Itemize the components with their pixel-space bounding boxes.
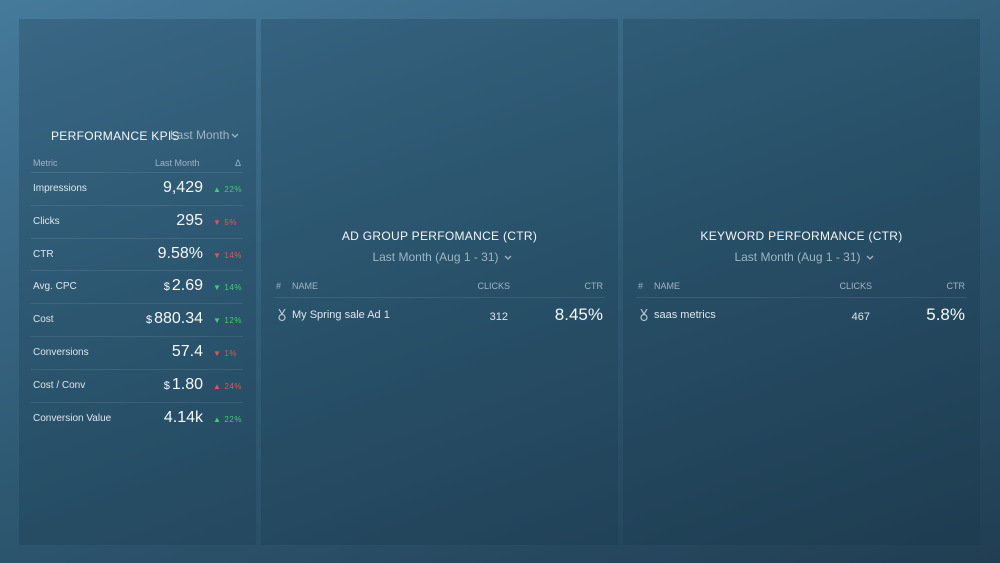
metric-value: 9,429 bbox=[163, 179, 203, 197]
column-header: Metric bbox=[33, 158, 58, 168]
metric-value: $2.69 bbox=[164, 277, 203, 295]
row-clicks: 312 bbox=[489, 311, 508, 323]
delta-arrow: ▼ bbox=[213, 217, 222, 227]
column-header: NAME bbox=[654, 281, 681, 291]
row-ctr: 8.45% bbox=[554, 305, 603, 324]
row-separator bbox=[31, 336, 243, 337]
delta-arrow: ▼ bbox=[213, 283, 222, 293]
medal-icon bbox=[278, 309, 286, 322]
column-header: # bbox=[638, 281, 644, 291]
chevron bbox=[504, 255, 511, 260]
delta: ▲ 22% bbox=[213, 185, 242, 194]
metric-name: Conversion Value bbox=[33, 412, 112, 424]
value: 4.14k bbox=[163, 408, 203, 426]
column-header: # bbox=[276, 281, 282, 291]
row-separator bbox=[31, 172, 243, 173]
currency: $ bbox=[163, 379, 170, 392]
currency: $ bbox=[163, 281, 170, 294]
chevron bbox=[231, 133, 239, 138]
value: 2.69 bbox=[171, 277, 203, 295]
metric-value: 4.14k bbox=[164, 409, 203, 427]
period-selector[interactable]: Last Month bbox=[170, 128, 230, 142]
metric-name: CTR bbox=[33, 248, 54, 260]
column-header: Δ bbox=[235, 158, 242, 168]
row-separator bbox=[31, 204, 243, 206]
delta-arrow: ▼ bbox=[213, 349, 222, 358]
row-separator bbox=[31, 368, 243, 370]
delta: ▼ 5% bbox=[213, 218, 237, 227]
column-header: CTR bbox=[946, 281, 966, 291]
delta: ▼ 12% bbox=[213, 316, 242, 325]
header-separator bbox=[636, 297, 967, 298]
delta-arrow: ▼ bbox=[213, 316, 222, 326]
metric-name: Clicks bbox=[33, 215, 60, 227]
value: 295 bbox=[176, 211, 203, 229]
delta: ▼ 1% bbox=[213, 349, 237, 358]
delta-value: 14% bbox=[224, 283, 242, 293]
medal-icon bbox=[640, 309, 648, 322]
kpi-panel: PERFORMANCE KPIS Last Month Metric Last Mon… bbox=[19, 19, 256, 545]
value: 9,429 bbox=[162, 179, 203, 196]
delta: ▼ 14% bbox=[213, 251, 242, 260]
column-header: CTR bbox=[584, 281, 604, 291]
delta-arrow: ▲ bbox=[213, 414, 222, 424]
panel-title: KEYWORD PERFORMANCE (CTR) bbox=[700, 229, 903, 243]
delta: ▲ 24% bbox=[213, 382, 242, 391]
value: 57.4 bbox=[171, 343, 203, 360]
column-header: CLICKS bbox=[839, 281, 872, 291]
period-selector[interactable]: Last Month (Aug 1 - 31) bbox=[734, 250, 861, 264]
value: 1.80 bbox=[171, 375, 203, 393]
metric-name: Impressions bbox=[33, 183, 87, 194]
header-separator bbox=[274, 297, 605, 298]
metric-name: Conversions bbox=[33, 347, 89, 358]
delta: ▼ 14% bbox=[213, 283, 242, 292]
row-separator bbox=[31, 401, 243, 403]
row-separator bbox=[31, 303, 243, 305]
metric-value: 57.4 bbox=[172, 343, 203, 361]
row-separator bbox=[31, 270, 243, 272]
metric-value: 295 bbox=[176, 212, 203, 230]
column-header: CLICKS bbox=[477, 281, 510, 291]
column-header: Last Month bbox=[155, 158, 200, 168]
metric-value: 9.58% bbox=[158, 245, 203, 263]
row-name: My Spring sale Ad 1 bbox=[292, 309, 390, 321]
metric-value: $1.80 bbox=[164, 376, 203, 394]
delta-value: 14% bbox=[224, 250, 242, 260]
metric-name: Avg. CPC bbox=[33, 281, 77, 293]
delta-value: 1% bbox=[224, 349, 237, 358]
delta-value: 22% bbox=[224, 414, 242, 424]
column-header: NAME bbox=[292, 281, 319, 291]
delta-value: 22% bbox=[224, 185, 242, 194]
delta-value: 24% bbox=[224, 381, 242, 391]
value: 880.34 bbox=[154, 310, 203, 328]
value: 9.58% bbox=[157, 244, 203, 262]
metric-name: Cost / Conv bbox=[33, 379, 86, 391]
metric-value: $880.34 bbox=[146, 310, 203, 328]
panel-title: AD GROUP PERFOMANCE (CTR) bbox=[341, 229, 538, 243]
panel-title: PERFORMANCE KPIS bbox=[51, 129, 180, 143]
row-ctr: 5.8% bbox=[926, 305, 965, 324]
row-separator bbox=[31, 237, 243, 239]
row-clicks: 467 bbox=[851, 311, 870, 323]
row-name: saas metrics bbox=[654, 309, 716, 321]
currency: $ bbox=[145, 314, 153, 327]
delta: ▲ 22% bbox=[213, 415, 242, 424]
delta-value: 12% bbox=[224, 316, 242, 326]
period-selector[interactable]: Last Month (Aug 1 - 31) bbox=[372, 250, 499, 264]
delta-arrow: ▲ bbox=[213, 381, 222, 391]
delta-arrow: ▲ bbox=[213, 185, 222, 194]
chevron bbox=[866, 255, 873, 260]
delta-value: 5% bbox=[224, 217, 237, 227]
table-panel: KEYWORD PERFORMANCE (CTR) Last Month (Aug… bbox=[623, 19, 980, 545]
delta-arrow: ▼ bbox=[213, 250, 222, 260]
table-panel: AD GROUP PERFOMANCE (CTR) Last Month (Aug… bbox=[261, 19, 618, 545]
metric-name: Cost bbox=[33, 314, 54, 326]
